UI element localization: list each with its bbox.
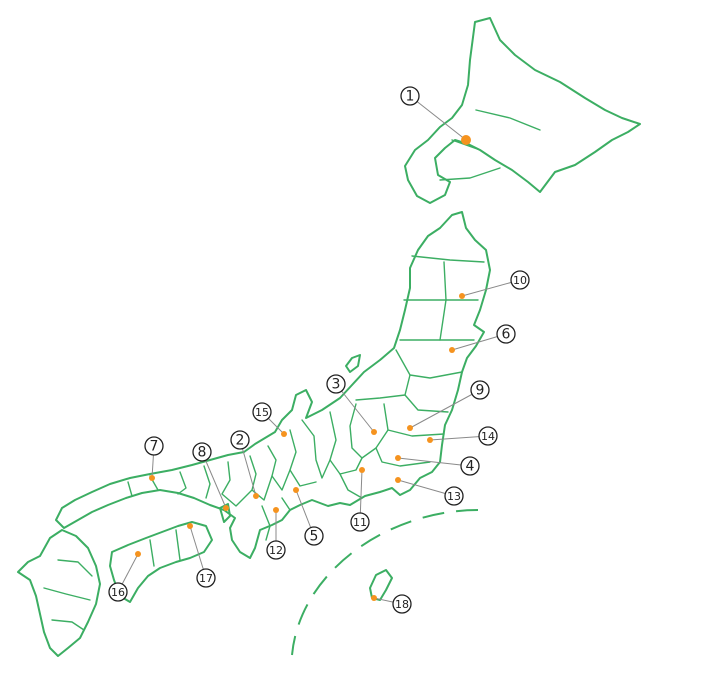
leader-line-2 <box>239 439 257 497</box>
marker-badge-18: 18 <box>392 594 412 614</box>
city-dot-16 <box>135 551 141 557</box>
city-dot-13 <box>395 477 401 483</box>
marker-label-13: 13 <box>447 490 461 503</box>
city-dot-8 <box>223 505 229 511</box>
city-dot-12 <box>273 507 279 513</box>
marker-label-16: 16 <box>111 586 125 599</box>
marker-badge-13: 13 <box>444 486 464 506</box>
marker-badge-15: 15 <box>252 402 272 422</box>
leader-line-3 <box>335 383 375 433</box>
marker-label-17: 17 <box>199 572 213 585</box>
marker-badge-6: 6 <box>496 324 516 344</box>
marker-label-10: 10 <box>513 274 527 287</box>
sado-island-outline <box>345 354 361 373</box>
marker-label-11: 11 <box>353 516 367 529</box>
marker-badge-8: 8 <box>192 442 212 462</box>
marker-badge-11: 11 <box>350 512 370 532</box>
marker-label-15: 15 <box>255 406 269 419</box>
sea-boundary-dashed-line <box>291 509 479 656</box>
leader-line-4 <box>397 457 471 467</box>
marker-badge-7: 7 <box>144 436 164 456</box>
marker-badge-10: 10 <box>510 270 530 290</box>
city-dot-6 <box>449 347 455 353</box>
marker-label-18: 18 <box>395 598 409 611</box>
hokkaido-outline <box>404 17 641 204</box>
marker-label-8: 8 <box>198 445 207 461</box>
city-dot-1 <box>461 135 471 145</box>
kyushu-outline <box>17 529 101 657</box>
city-dot-15 <box>281 431 287 437</box>
leader-line-14 <box>429 435 489 441</box>
honshu-outline <box>55 211 491 559</box>
marker-label-14: 14 <box>481 430 495 443</box>
marker-badge-9: 9 <box>470 380 490 400</box>
marker-badge-14: 14 <box>478 426 498 446</box>
city-dot-4 <box>395 455 401 461</box>
marker-label-9: 9 <box>476 383 485 399</box>
marker-label-2: 2 <box>236 433 245 449</box>
leader-line-9 <box>409 389 481 429</box>
marker-badge-1: 1 <box>400 86 420 106</box>
city-dot-7 <box>149 475 155 481</box>
leader-line-1 <box>409 95 467 141</box>
leader-line-13 <box>397 479 455 497</box>
city-dot-11 <box>359 467 365 473</box>
city-dot-10 <box>459 293 465 299</box>
marker-badge-5: 5 <box>304 526 324 546</box>
marker-label-7: 7 <box>150 439 159 455</box>
leader-line-10 <box>461 279 521 297</box>
city-dot-2 <box>253 493 259 499</box>
city-dot-18 <box>371 595 377 601</box>
city-dot-17 <box>187 523 193 529</box>
marker-label-1: 1 <box>406 89 415 105</box>
marker-label-6: 6 <box>502 327 511 343</box>
marker-badge-4: 4 <box>460 456 480 476</box>
marker-label-12: 12 <box>269 544 283 557</box>
leader-line-8 <box>201 451 227 509</box>
marker-badge-17: 17 <box>196 568 216 588</box>
marker-badge-2: 2 <box>230 430 250 450</box>
marker-badge-3: 3 <box>326 374 346 394</box>
city-dot-9 <box>407 425 413 431</box>
prefecture-borders <box>43 109 541 631</box>
city-dot-14 <box>427 437 433 443</box>
marker-badge-16: 16 <box>108 582 128 602</box>
izu-island-outline <box>369 569 393 601</box>
marker-label-4: 4 <box>466 459 475 475</box>
marker-label-3: 3 <box>332 377 341 393</box>
city-dot-5 <box>293 487 299 493</box>
city-dot-3 <box>371 429 377 435</box>
marker-label-5: 5 <box>310 529 319 545</box>
marker-badge-12: 12 <box>266 540 286 560</box>
